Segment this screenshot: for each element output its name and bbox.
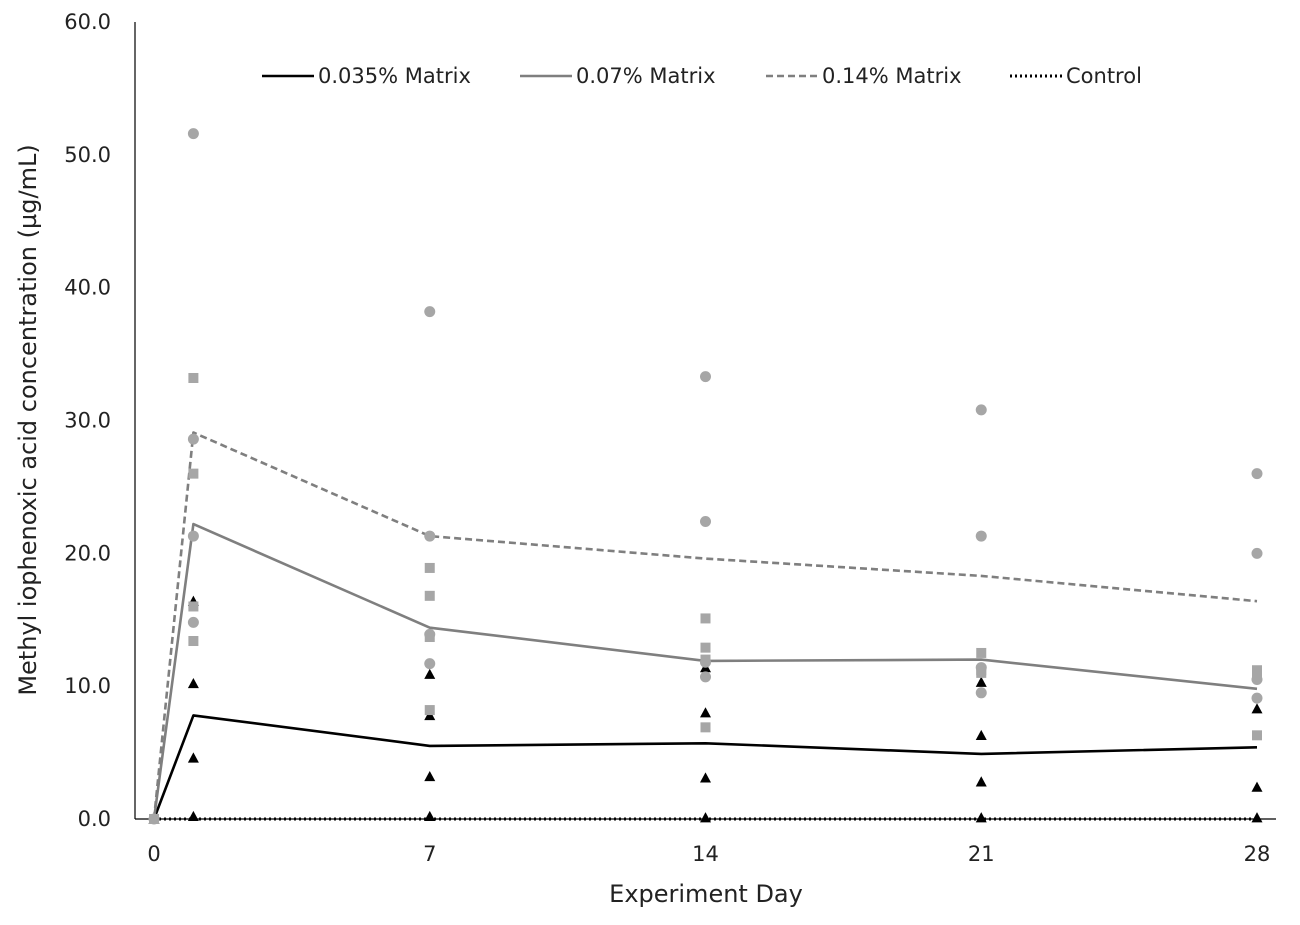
y-tick-label: 60.0 [64, 10, 111, 34]
legend-label-1: 0.07% Matrix [576, 64, 716, 88]
series-line-2 [152, 431, 1258, 820]
triangle-marker [424, 770, 436, 782]
square-marker [700, 642, 711, 653]
circle-marker [975, 530, 987, 542]
square-marker [1252, 665, 1262, 676]
legend-label-3: Control [1066, 64, 1142, 88]
circle-marker [187, 433, 199, 445]
x-tick-label: 28 [1244, 842, 1271, 866]
triangle-marker [1251, 812, 1263, 823]
circle-marker [700, 515, 711, 527]
x-tick-label: 0 [147, 842, 160, 866]
y-tick-label: 30.0 [64, 409, 111, 433]
square-marker [1252, 730, 1262, 741]
circle-marker [1251, 674, 1263, 686]
triangle-marker [975, 776, 987, 787]
square-marker [700, 613, 711, 624]
circle-marker [700, 656, 711, 668]
series-line-0 [152, 714, 1258, 820]
circle-marker [187, 616, 199, 628]
y-tick-label: 10.0 [64, 674, 111, 698]
circle-marker [975, 662, 987, 674]
x-axis-title: Experiment Day [609, 880, 803, 908]
legend-label-2: 0.14% Matrix [822, 64, 962, 88]
triangle-marker [975, 676, 987, 687]
y-axis-title: Methyl iophenoxic acid concentration (µg… [14, 144, 42, 695]
triangle-marker [700, 772, 711, 783]
triangle-marker [975, 812, 987, 823]
series-line-1 [152, 522, 1258, 820]
circle-marker [700, 371, 711, 383]
square-marker [188, 601, 199, 612]
triangle-marker [700, 707, 711, 718]
square-marker [188, 372, 199, 383]
x-tick-label: 14 [692, 842, 719, 866]
square-marker [424, 705, 435, 716]
triangle-marker [187, 810, 199, 822]
square-marker [976, 647, 987, 658]
triangle-marker [975, 729, 987, 740]
triangle-marker [1251, 703, 1263, 714]
circle-marker [1251, 468, 1263, 480]
circle-marker [700, 671, 711, 683]
x-tick-label: 7 [423, 842, 436, 866]
square-marker [700, 722, 711, 733]
triangle-marker [187, 752, 199, 763]
square-marker [188, 468, 199, 479]
triangle-marker [187, 678, 199, 689]
circle-marker [975, 687, 987, 699]
circle-marker [424, 628, 436, 640]
square-marker [424, 562, 435, 573]
circle-marker [424, 306, 436, 318]
y-tick-label: 40.0 [64, 276, 111, 300]
y-tick-label: 0.0 [78, 807, 111, 831]
circle-marker [148, 813, 160, 825]
square-marker [188, 636, 199, 647]
square-marker [424, 590, 435, 601]
circle-marker [1251, 547, 1263, 559]
triangle-marker [424, 668, 436, 679]
triangle-marker [700, 812, 711, 823]
y-tick-label: 50.0 [64, 143, 111, 167]
data-points [148, 128, 1263, 825]
circle-marker [424, 530, 436, 542]
legend: 0.035% Matrix 0.07% Matrix 0.14% Matrix Con… [262, 64, 1142, 88]
axes: 0.0 10.0 20.0 30.0 40.0 50.0 60.0 0 7 14 21 28 [64, 10, 1276, 866]
circle-marker [187, 128, 199, 140]
series-lines [152, 431, 1258, 821]
triangle-marker [424, 810, 436, 822]
triangle-marker [1251, 781, 1263, 792]
circle-marker [187, 530, 199, 542]
circle-marker [424, 658, 436, 670]
x-tick-label: 21 [968, 842, 995, 866]
circle-marker [1251, 692, 1263, 704]
legend-label-0: 0.035% Matrix [318, 64, 471, 88]
y-tick-label: 20.0 [64, 541, 111, 565]
circle-marker [975, 404, 987, 416]
